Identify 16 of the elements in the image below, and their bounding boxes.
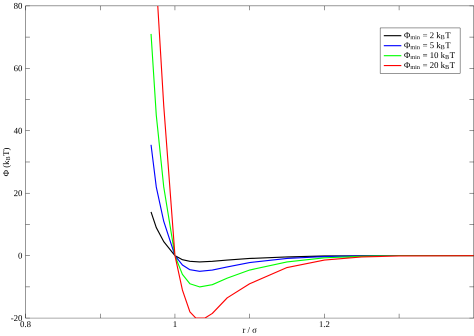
- legend-label: Φ$_{min}$ = 2 k$_{B}$T: [404, 32, 450, 40]
- x-axis-title: r / σ: [242, 327, 257, 333]
- x-tick-label: 0.8: [20, 321, 31, 328]
- line-series: [157, 6, 474, 318]
- y-tick-label: 20: [14, 190, 22, 196]
- y-tick-label: 60: [14, 65, 22, 72]
- legend-label: Φ$_{min}$ = 5 k$_{B}$T: [404, 42, 450, 50]
- x-tick-label: 1.2: [320, 321, 330, 328]
- y-tick-label: 0: [18, 252, 22, 259]
- legend-label: Φ$_{min}$ = 20 k$_{B}$T: [404, 62, 455, 70]
- y-tick-label: -20: [11, 315, 22, 322]
- y-axis-title: Φ (k$_{B}$T): [2, 148, 11, 176]
- y-tick-label: 80: [14, 2, 22, 9]
- legend-label: Φ$_{min}$ = 10 k$_{B}$T: [404, 52, 455, 60]
- x-tick-label: 1: [174, 321, 177, 328]
- y-tick-label: 40: [14, 128, 22, 134]
